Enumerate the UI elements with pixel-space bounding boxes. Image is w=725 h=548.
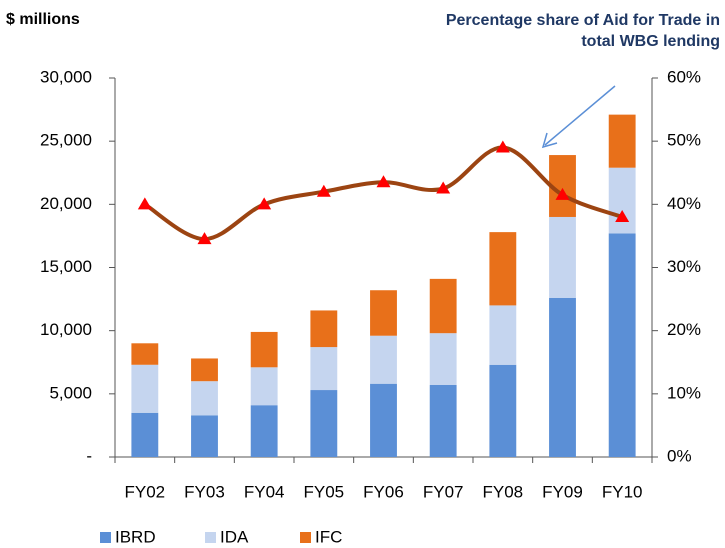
x-tick-label: FY09 xyxy=(542,482,583,501)
bar-segment xyxy=(608,167,636,234)
bar-segment xyxy=(608,233,636,457)
bar-segment xyxy=(250,367,278,406)
bar-segment xyxy=(429,384,457,457)
bar-segment xyxy=(370,335,397,384)
bar-segment xyxy=(131,343,159,365)
line-marker xyxy=(197,232,212,245)
legend-swatch xyxy=(205,532,216,543)
line-marker xyxy=(257,197,272,210)
bar-segment xyxy=(489,232,517,306)
x-tick-label: FY08 xyxy=(483,482,524,501)
y2-tick-label: 20% xyxy=(667,320,701,339)
y2-tick-label: 50% xyxy=(667,131,701,150)
bar-segment xyxy=(370,383,397,457)
y-tick-label: 25,000 xyxy=(40,131,92,150)
y-tick-label: 10,000 xyxy=(40,320,92,339)
y-tick-label: - xyxy=(86,446,92,465)
line-marker xyxy=(436,181,451,194)
annotation-arrowhead xyxy=(541,132,558,149)
line-marker xyxy=(137,197,152,210)
legend-label: IBRD xyxy=(115,527,156,546)
y2-tick-label: 30% xyxy=(667,257,701,276)
bar-segment xyxy=(191,415,218,457)
y-tick-label: 15,000 xyxy=(40,257,92,276)
bar-segment xyxy=(191,358,218,382)
y2-tick-label: 10% xyxy=(667,383,701,402)
legend-label: IFC xyxy=(315,527,342,546)
line-marker xyxy=(316,184,331,197)
x-tick-label: FY06 xyxy=(363,482,404,501)
x-tick-label: FY05 xyxy=(304,482,345,501)
bar-segment xyxy=(131,412,159,457)
legend-swatch xyxy=(100,532,111,543)
y-tick-label: 20,000 xyxy=(40,194,92,213)
y-tick-label: 30,000 xyxy=(40,67,92,86)
bar-segment xyxy=(370,290,397,336)
legend-swatch xyxy=(300,532,311,543)
y-tick-label: 5,000 xyxy=(49,383,92,402)
bar-segment xyxy=(549,216,576,298)
bar-segment xyxy=(250,405,278,457)
x-tick-label: FY03 xyxy=(184,482,225,501)
bar-segment xyxy=(489,364,517,457)
legend-label: IDA xyxy=(220,527,249,546)
bar-segment xyxy=(250,331,278,368)
y2-tick-label: 60% xyxy=(667,67,701,86)
y-axis-label: $ millions xyxy=(6,11,80,28)
x-tick-label: FY02 xyxy=(125,482,166,501)
bar-segment xyxy=(310,310,338,348)
x-tick-label: FY07 xyxy=(423,482,464,501)
line-marker xyxy=(615,209,630,222)
line-marker xyxy=(495,140,510,153)
bar-segment xyxy=(489,305,517,365)
bar-segment xyxy=(608,114,636,168)
annotation-arrow xyxy=(544,85,616,146)
bar-segment xyxy=(191,381,218,416)
x-tick-label: FY04 xyxy=(244,482,285,501)
bar-segment xyxy=(549,297,576,457)
annotation: total WBG lending xyxy=(581,33,720,50)
y2-tick-label: 40% xyxy=(667,194,701,213)
line-series xyxy=(143,145,623,242)
bar-segment xyxy=(310,390,338,457)
line-marker xyxy=(376,175,391,188)
bar-segment xyxy=(429,333,457,385)
bar-segment xyxy=(429,278,457,334)
bar-segment xyxy=(310,347,338,391)
bar-segment xyxy=(131,364,159,413)
x-tick-label: FY10 xyxy=(602,482,643,501)
line-marker xyxy=(555,187,570,200)
annotation: Percentage share of Aid for Trade in xyxy=(446,12,720,29)
y2-tick-label: 0% xyxy=(667,446,692,465)
